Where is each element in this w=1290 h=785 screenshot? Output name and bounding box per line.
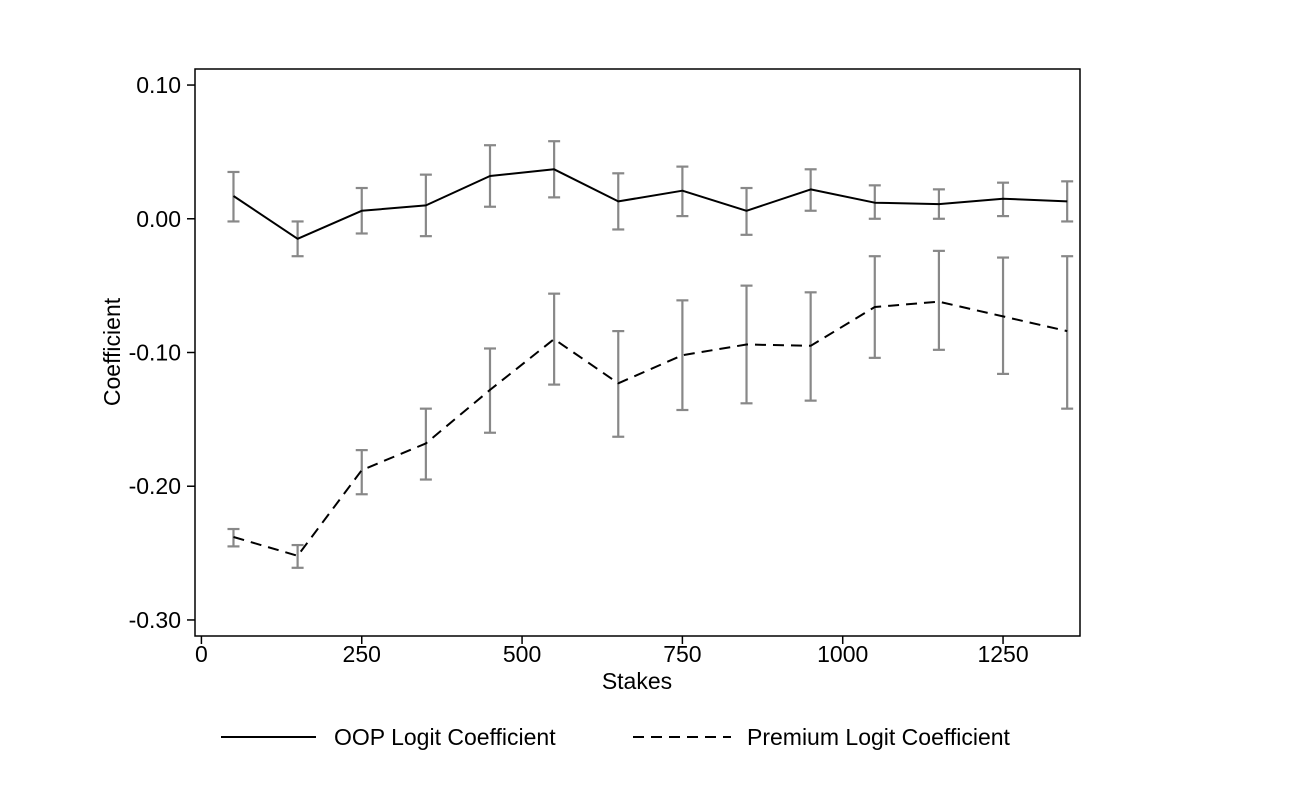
x-tick-label: 500: [503, 641, 541, 667]
y-tick-label: 0.10: [136, 72, 181, 98]
series-lines: [232, 168, 1068, 557]
legend-label-oop: OOP Logit Coefficient: [334, 724, 556, 750]
error-bar-premium: [932, 249, 945, 351]
y-tick-label: -0.10: [129, 340, 181, 366]
plot-frame: [194, 68, 1081, 637]
x-tick-label: 1250: [977, 641, 1028, 667]
y-axis: 0.10 0.00 -0.10 -0.20 -0.30: [129, 72, 195, 633]
legend: OOP Logit Coefficient Premium Logit Coeff…: [221, 724, 1011, 750]
error-bars: [227, 140, 1074, 569]
x-tick-label: 750: [663, 641, 701, 667]
premium-series-line: [233, 300, 1068, 557]
error-bar-premium: [291, 543, 304, 569]
error-bar-premium: [548, 292, 561, 386]
x-tick-label: 250: [343, 641, 381, 667]
oop-series-line: [232, 168, 1068, 240]
y-tick-label: -0.20: [129, 473, 181, 499]
x-tick-label: 1000: [817, 641, 868, 667]
x-axis: 0 250 500 750 1000 1250: [195, 636, 1029, 667]
y-axis-label: Coefficient: [99, 297, 125, 406]
error-bar-premium: [1061, 255, 1074, 410]
y-tick-label: -0.30: [129, 607, 181, 633]
legend-label-premium: Premium Logit Coefficient: [747, 724, 1011, 750]
y-tick-label: 0.00: [136, 206, 181, 232]
x-axis-label: Stakes: [602, 668, 672, 694]
error-bar-premium: [355, 449, 368, 496]
error-bar-premium: [676, 299, 689, 412]
x-tick-label: 0: [195, 641, 208, 667]
